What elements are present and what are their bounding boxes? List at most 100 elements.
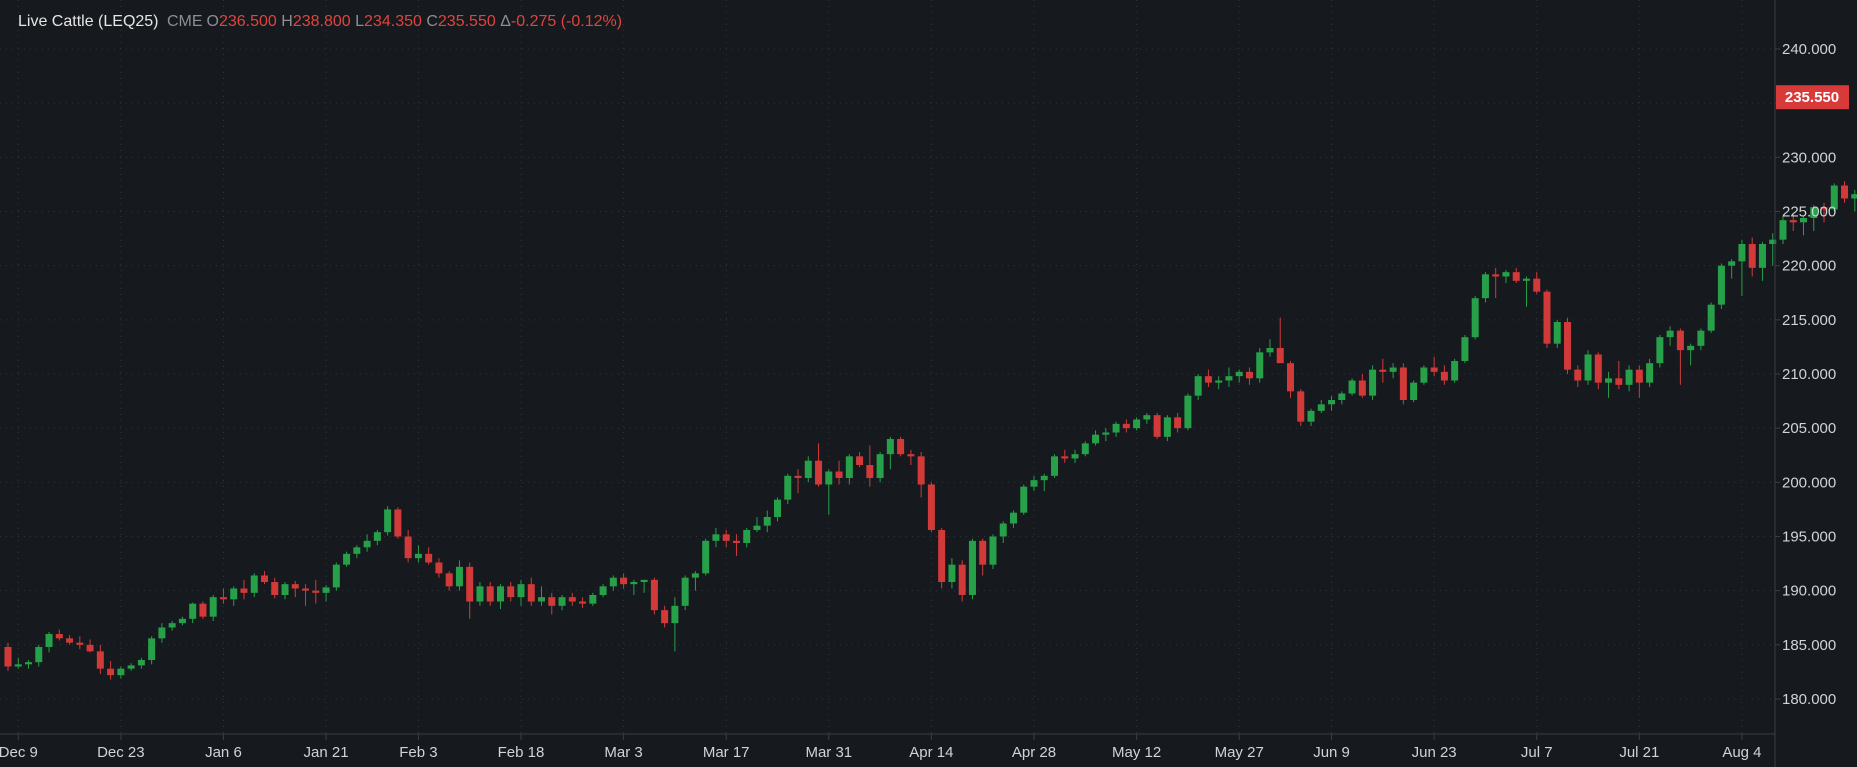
candle[interactable]	[1358, 374, 1366, 398]
candle[interactable]	[856, 452, 864, 468]
candle[interactable]	[1758, 241, 1766, 281]
candle[interactable]	[466, 562, 474, 619]
candle[interactable]	[702, 538, 710, 576]
candle[interactable]	[1728, 259, 1736, 279]
candle[interactable]	[1061, 449, 1069, 463]
candle[interactable]	[753, 517, 761, 533]
candle[interactable]	[1779, 215, 1787, 244]
candle[interactable]	[1266, 339, 1274, 357]
candle[interactable]	[1092, 430, 1100, 446]
candle[interactable]	[579, 597, 587, 608]
candle[interactable]	[1020, 484, 1028, 515]
candle[interactable]	[1071, 449, 1079, 463]
candle[interactable]	[1307, 408, 1315, 426]
candle[interactable]	[1379, 358, 1387, 383]
candle[interactable]	[209, 595, 217, 621]
candle[interactable]	[1594, 352, 1602, 390]
candle[interactable]	[76, 636, 84, 650]
candle[interactable]	[948, 558, 956, 589]
candle[interactable]	[1676, 328, 1684, 385]
candle[interactable]	[1009, 510, 1017, 528]
candle[interactable]	[178, 616, 186, 626]
candle[interactable]	[1081, 441, 1089, 457]
candle[interactable]	[117, 666, 125, 679]
candle[interactable]	[640, 579, 648, 593]
candle[interactable]	[1707, 302, 1715, 333]
candle[interactable]	[1533, 272, 1541, 294]
candle[interactable]	[1184, 393, 1192, 431]
candle[interactable]	[1656, 335, 1664, 368]
candle[interactable]	[989, 534, 997, 569]
candle[interactable]	[1040, 473, 1048, 491]
candle[interactable]	[1399, 363, 1407, 405]
candle[interactable]	[343, 551, 351, 567]
candle[interactable]	[1584, 350, 1592, 385]
candle[interactable]	[763, 510, 771, 533]
candle[interactable]	[835, 460, 843, 485]
candle[interactable]	[743, 527, 751, 548]
candle[interactable]	[1492, 267, 1500, 299]
candle[interactable]	[353, 545, 361, 559]
candle[interactable]	[1297, 389, 1305, 426]
candle[interactable]	[845, 454, 853, 485]
candle[interactable]	[322, 585, 330, 602]
candle[interactable]	[1163, 415, 1171, 442]
candle[interactable]	[1369, 365, 1377, 400]
candle[interactable]	[1717, 263, 1725, 310]
candle[interactable]	[332, 562, 340, 591]
candle[interactable]	[1461, 335, 1469, 364]
candle[interactable]	[127, 663, 135, 671]
candle[interactable]	[527, 577, 535, 606]
candle[interactable]	[1245, 367, 1253, 385]
candle[interactable]	[1635, 365, 1643, 398]
candle[interactable]	[1328, 395, 1336, 411]
candle[interactable]	[804, 456, 812, 483]
candle[interactable]	[496, 584, 504, 610]
candle[interactable]	[691, 571, 699, 591]
candle[interactable]	[825, 469, 833, 515]
candle[interactable]	[1451, 358, 1459, 383]
candle[interactable]	[650, 577, 658, 615]
candle[interactable]	[1471, 296, 1479, 340]
candle[interactable]	[1133, 417, 1141, 431]
candle[interactable]	[1122, 419, 1130, 433]
candle[interactable]	[712, 527, 720, 548]
candle[interactable]	[1276, 317, 1284, 364]
candle[interactable]	[630, 579, 638, 595]
candle[interactable]	[1800, 215, 1807, 236]
candle[interactable]	[312, 579, 320, 604]
candle[interactable]	[1153, 413, 1161, 439]
candle[interactable]	[876, 452, 884, 483]
candle[interactable]	[1666, 326, 1674, 346]
candle[interactable]	[907, 449, 915, 465]
candle[interactable]	[96, 644, 104, 675]
candle[interactable]	[1738, 239, 1746, 296]
candle[interactable]	[1841, 181, 1849, 203]
candle[interactable]	[815, 443, 823, 487]
candle[interactable]	[681, 575, 689, 611]
candle[interactable]	[1389, 363, 1397, 379]
candle[interactable]	[1317, 400, 1325, 413]
candle[interactable]	[999, 521, 1007, 543]
candle[interactable]	[1646, 358, 1654, 387]
candle[interactable]	[486, 582, 494, 606]
candle[interactable]	[1430, 356, 1438, 377]
candle[interactable]	[1522, 276, 1530, 307]
candle[interactable]	[35, 644, 43, 667]
candle[interactable]	[794, 469, 802, 494]
candle[interactable]	[66, 635, 74, 645]
candle[interactable]	[1174, 413, 1182, 433]
candle[interactable]	[240, 579, 248, 600]
candle[interactable]	[507, 582, 515, 602]
candle[interactable]	[1748, 237, 1756, 277]
candle[interactable]	[148, 636, 156, 665]
time-axis[interactable]: Dec 9 Dec 23 Jan 6 Jan 21 Feb 3 Feb 18 Mar 3 Ma…	[0, 734, 1762, 761]
candle[interactable]	[1348, 378, 1356, 396]
candle[interactable]	[14, 657, 22, 669]
candle[interactable]	[302, 584, 310, 606]
candle[interactable]	[281, 582, 289, 600]
candle[interactable]	[1225, 367, 1233, 388]
candle[interactable]	[1830, 183, 1838, 212]
candle[interactable]	[1810, 205, 1818, 231]
